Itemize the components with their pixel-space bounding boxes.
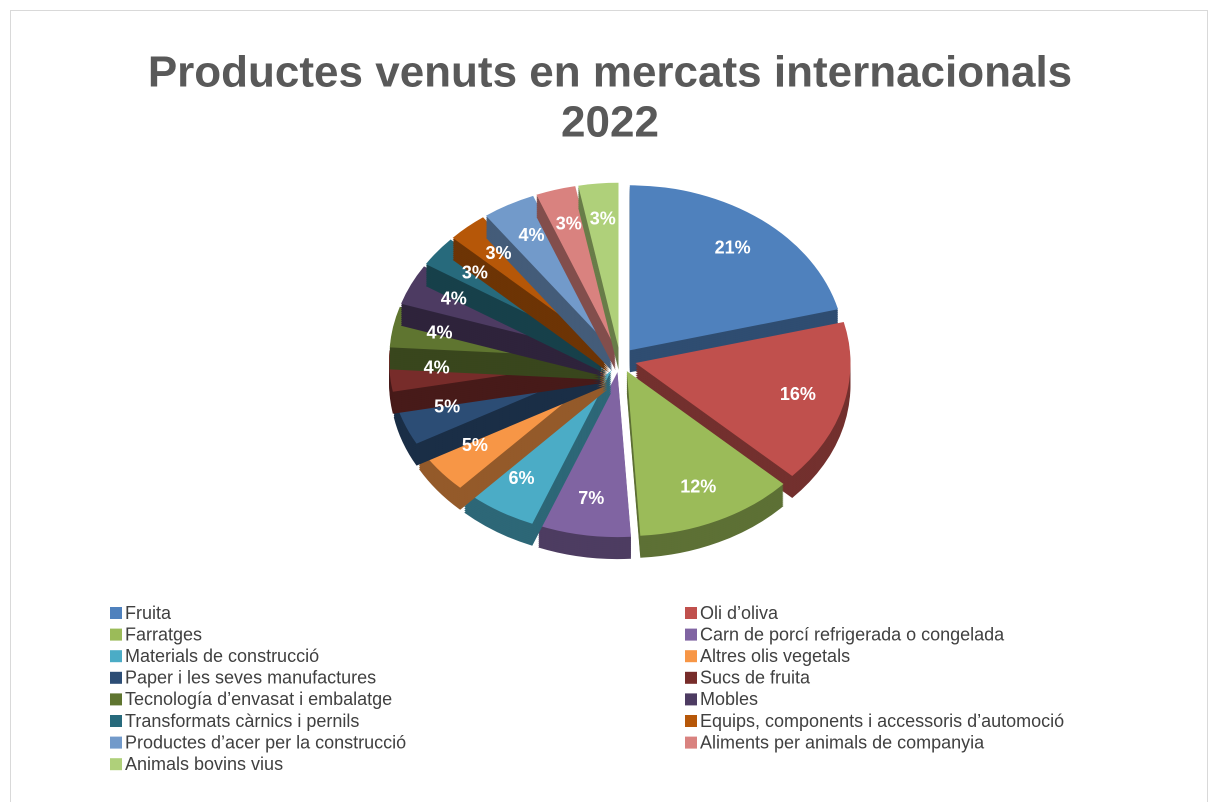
data-label: 21% <box>715 237 751 257</box>
slice <box>626 371 784 558</box>
legend-label: Materials de construcció <box>125 646 319 666</box>
legend-swatch <box>110 628 122 641</box>
legend-swatch <box>110 671 122 684</box>
legend-swatch <box>110 693 122 706</box>
chart-title: 2022 <box>561 98 659 147</box>
chart-title: Productes venuts en mercats internaciona… <box>148 48 1072 97</box>
legend-label: Fruita <box>125 603 172 623</box>
slice <box>578 182 619 370</box>
legend-label: Mobles <box>700 689 758 709</box>
data-label: 3% <box>590 208 616 228</box>
legend-swatch <box>110 650 122 663</box>
data-label: 12% <box>680 476 716 496</box>
legend-swatch <box>110 607 122 619</box>
slice-top <box>626 371 784 536</box>
slice-top <box>629 185 839 351</box>
slice-top <box>536 186 616 349</box>
legend-swatch <box>685 715 697 727</box>
data-label: 3% <box>486 243 512 263</box>
slice-top <box>578 182 619 348</box>
slice <box>418 367 608 510</box>
legend-label: Oli d’oliva <box>700 603 779 623</box>
legend-label: Paper i les seves manufactures <box>125 668 376 688</box>
slice-top <box>485 195 613 350</box>
data-label: 7% <box>578 488 604 508</box>
data-label: 5% <box>462 435 488 455</box>
legend-swatch <box>110 758 122 771</box>
legend-swatch <box>685 736 697 749</box>
slice <box>538 372 631 560</box>
slice <box>464 370 612 546</box>
slice <box>536 186 616 371</box>
legend-swatch <box>685 628 697 641</box>
legend-label: Farratges <box>125 624 202 644</box>
slice <box>629 185 839 373</box>
legend-swatch <box>110 715 122 727</box>
data-label: 4% <box>424 358 450 378</box>
data-label: 16% <box>780 384 816 404</box>
legend-label: Animals bovins vius <box>125 754 283 774</box>
legend-label: Carn de porcí refrigerada o congelada <box>700 624 1005 644</box>
legend-swatch <box>685 671 697 684</box>
legend-swatch <box>685 650 697 663</box>
slice-top <box>635 322 851 477</box>
legend-swatch <box>685 607 697 619</box>
slice <box>635 322 851 499</box>
legend-label: Tecnología d’envasat i embalatge <box>125 689 392 709</box>
legend-swatch <box>110 736 122 749</box>
legend-label: Transformats càrnics i pernils <box>125 711 359 731</box>
data-label: 5% <box>434 397 460 417</box>
legend-label: Aliments per animals de companyia <box>700 732 985 752</box>
legend-label: Altres olis vegetals <box>700 646 850 666</box>
data-label: 4% <box>518 225 544 245</box>
data-label: 3% <box>462 262 488 282</box>
slice-top <box>538 372 631 538</box>
legend-label: Productes d’acer per la construcció <box>125 732 406 752</box>
legend-label: Equips, components i accessoris d’automo… <box>700 711 1064 731</box>
data-label: 3% <box>556 213 582 233</box>
data-label: 4% <box>427 322 453 342</box>
data-label: 4% <box>441 289 467 309</box>
data-label: 6% <box>509 468 535 488</box>
legend-swatch <box>685 693 697 706</box>
legend-label: Sucs de fruita <box>700 668 811 688</box>
slice <box>485 195 613 372</box>
